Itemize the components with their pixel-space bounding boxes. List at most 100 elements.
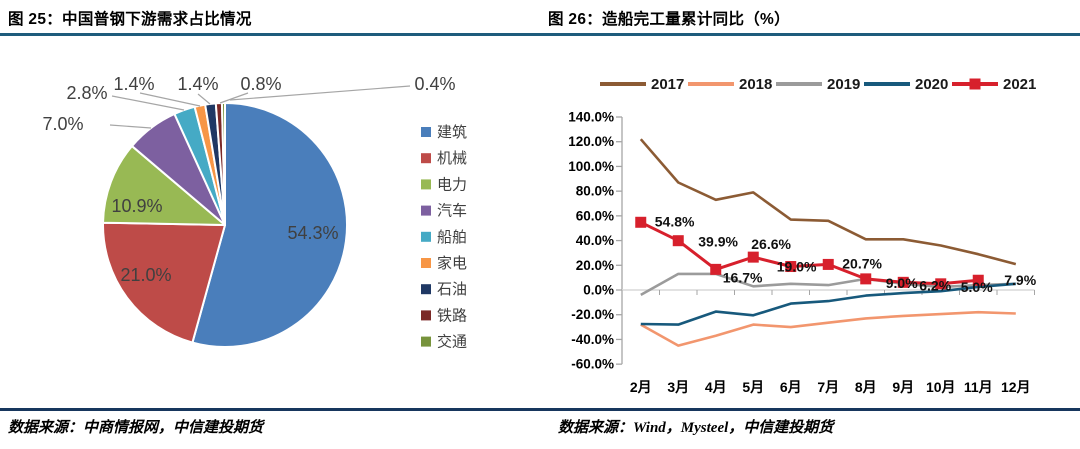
pie-legend-label-家电: 家电 — [437, 255, 467, 272]
pie-legend-swatch-船舶 — [421, 231, 431, 242]
series-marker-2021 — [822, 258, 834, 270]
pie-data-label: 1.4% — [177, 74, 218, 94]
y-axis-label: 60.0% — [576, 208, 614, 223]
legend-label-2017: 2017 — [651, 76, 684, 93]
pie-slice-电力 — [102, 145, 226, 226]
line-series-2018 — [640, 310, 1016, 347]
pie-legend-swatch-石油 — [421, 284, 431, 295]
pie-data-label: 1.4% — [113, 74, 154, 94]
y-axis-label: -60.0% — [571, 357, 614, 372]
pie-data-label: 7.0% — [42, 114, 83, 134]
y-axis-label: 80.0% — [576, 184, 614, 199]
figure-25-source: 数据来源：中商情报网，中信建投期货 — [8, 420, 264, 436]
point-label-2021: 9.0% — [886, 275, 918, 291]
figure-26-source: 数据来源：Wind，Mysteel，中信建投期货 — [558, 420, 834, 436]
line-series-2021 — [640, 220, 979, 286]
pie-legend-swatch-机械 — [421, 153, 431, 164]
pie-slice-机械 — [102, 221, 226, 344]
point-label-2021: 39.9% — [698, 234, 738, 250]
x-axis-label: 11月 — [964, 379, 993, 395]
pie-data-label: 0.8% — [240, 74, 281, 94]
y-axis-label: 120.0% — [568, 134, 614, 149]
point-label-2021: 26.6% — [751, 236, 791, 252]
point-label-2021: 7.9% — [1004, 272, 1036, 288]
figure-25-title: 图 25：中国普钢下游需求占比情况 — [8, 11, 252, 28]
pie-leader-line — [219, 92, 249, 104]
line-series-2017 — [639, 138, 1017, 266]
x-axis-label: 12月 — [1001, 379, 1031, 395]
series-marker-2021 — [785, 261, 797, 273]
x-axis-label: 5月 — [742, 379, 764, 395]
point-label-2021: 54.8% — [655, 213, 695, 229]
legend-marker-2021 — [969, 78, 981, 90]
series-marker-2021 — [710, 263, 722, 275]
steel-demand-pie-chart: 54.3% 21.0% 10.9% 7.0% 2.8% 1.4% 1.4% 0.8% 0.4% 建… — [42, 74, 467, 351]
pie-legend-swatch-电力 — [421, 179, 431, 190]
pie-data-label: 2.8% — [66, 83, 107, 103]
pie-legend-swatch-铁路 — [421, 310, 431, 321]
x-axis-label: 2月 — [630, 379, 652, 395]
x-axis-label: 3月 — [667, 379, 689, 395]
series-marker-2021 — [972, 274, 984, 286]
pie-leader-line — [111, 95, 185, 111]
x-axis-label: 7月 — [817, 379, 839, 395]
point-label-2021: 16.7% — [723, 269, 763, 285]
pie-legend-label-船舶: 船舶 — [437, 229, 467, 246]
y-axis-label: -20.0% — [571, 307, 614, 322]
series-marker-2021 — [935, 278, 947, 290]
pie-slice-交通 — [220, 102, 226, 226]
series-marker-2021 — [635, 216, 647, 228]
figure-26-title: 图 26：造船完工量累计同比（%） — [548, 11, 790, 28]
x-axis-label: 4月 — [705, 379, 727, 395]
pie-legend-swatch-建筑 — [421, 127, 431, 137]
y-axis-label: -40.0% — [571, 332, 614, 347]
series-marker-2021 — [897, 276, 909, 288]
pie-legend-label-机械: 机械 — [437, 150, 467, 167]
figure-25-bottom-rule — [0, 408, 540, 411]
line-series-2020 — [640, 282, 1016, 326]
pie-leader-line — [229, 85, 411, 101]
pie-data-label: 0.4% — [414, 74, 455, 94]
line-series-2019 — [640, 272, 1016, 297]
y-axis-label: 140.0% — [568, 110, 614, 125]
y-axis-label: 100.0% — [568, 159, 614, 174]
shipbuilding-yoy-line-chart: 2017 2018 2019 2020 2021 140.0% 120.0% 100.0% 80… — [568, 76, 1037, 395]
pie-data-label: 21.0% — [120, 265, 171, 285]
x-axis-label: 8月 — [855, 379, 877, 395]
point-label-2021: 5.0% — [961, 279, 993, 295]
pie-data-label: 54.3% — [287, 223, 338, 243]
pie-legend-swatch-交通 — [421, 336, 431, 347]
series-marker-2021 — [672, 235, 684, 247]
x-axis-label: 6月 — [780, 379, 802, 395]
figure-26-bottom-rule — [540, 408, 1080, 411]
legend-label-2018: 2018 — [739, 76, 772, 93]
pie-legend-swatch-家电 — [421, 258, 431, 268]
legend-label-2021: 2021 — [1003, 76, 1036, 93]
pie-leader-line — [197, 93, 211, 105]
series-marker-2021 — [860, 273, 872, 285]
pie-legend-label-交通: 交通 — [437, 333, 467, 351]
figure-25-panel: 图 25：中国普钢下游需求占比情况 54.3% 21.0% 10.9% 7.0% 2.8… — [0, 11, 540, 436]
figure-26-panel: 图 26：造船完工量累计同比（%） 2017 2018 2019 2020 2021 14… — [540, 0, 1080, 449]
pie-legend-label-电力: 电力 — [437, 176, 467, 193]
y-axis-label: 20.0% — [576, 258, 614, 273]
pie-legend-label-汽车: 汽车 — [437, 203, 467, 220]
pie-leader-line — [109, 124, 152, 129]
point-label-2021: 20.7% — [842, 255, 882, 271]
figure-25-title-rule — [0, 33, 540, 36]
pie-legend-label-石油: 石油 — [437, 281, 467, 298]
pie-legend-label-建筑: 建筑 — [437, 124, 467, 141]
x-axis-label: 10月 — [926, 379, 956, 395]
y-axis-label: 0.0% — [583, 283, 614, 298]
series-marker-2021 — [747, 251, 759, 263]
pie-slice-建筑 — [191, 102, 349, 348]
point-label-2021: 19.0% — [777, 259, 817, 275]
point-label-2021: 6.2% — [919, 277, 951, 293]
figure-26-title-rule — [540, 33, 1080, 36]
pie-legend-label-铁路: 铁路 — [437, 307, 467, 324]
pie-legend-swatch-汽车 — [421, 205, 431, 216]
pie-data-label: 10.9% — [111, 196, 162, 216]
y-axis-label: 40.0% — [576, 233, 614, 248]
legend-label-2019: 2019 — [827, 76, 860, 93]
